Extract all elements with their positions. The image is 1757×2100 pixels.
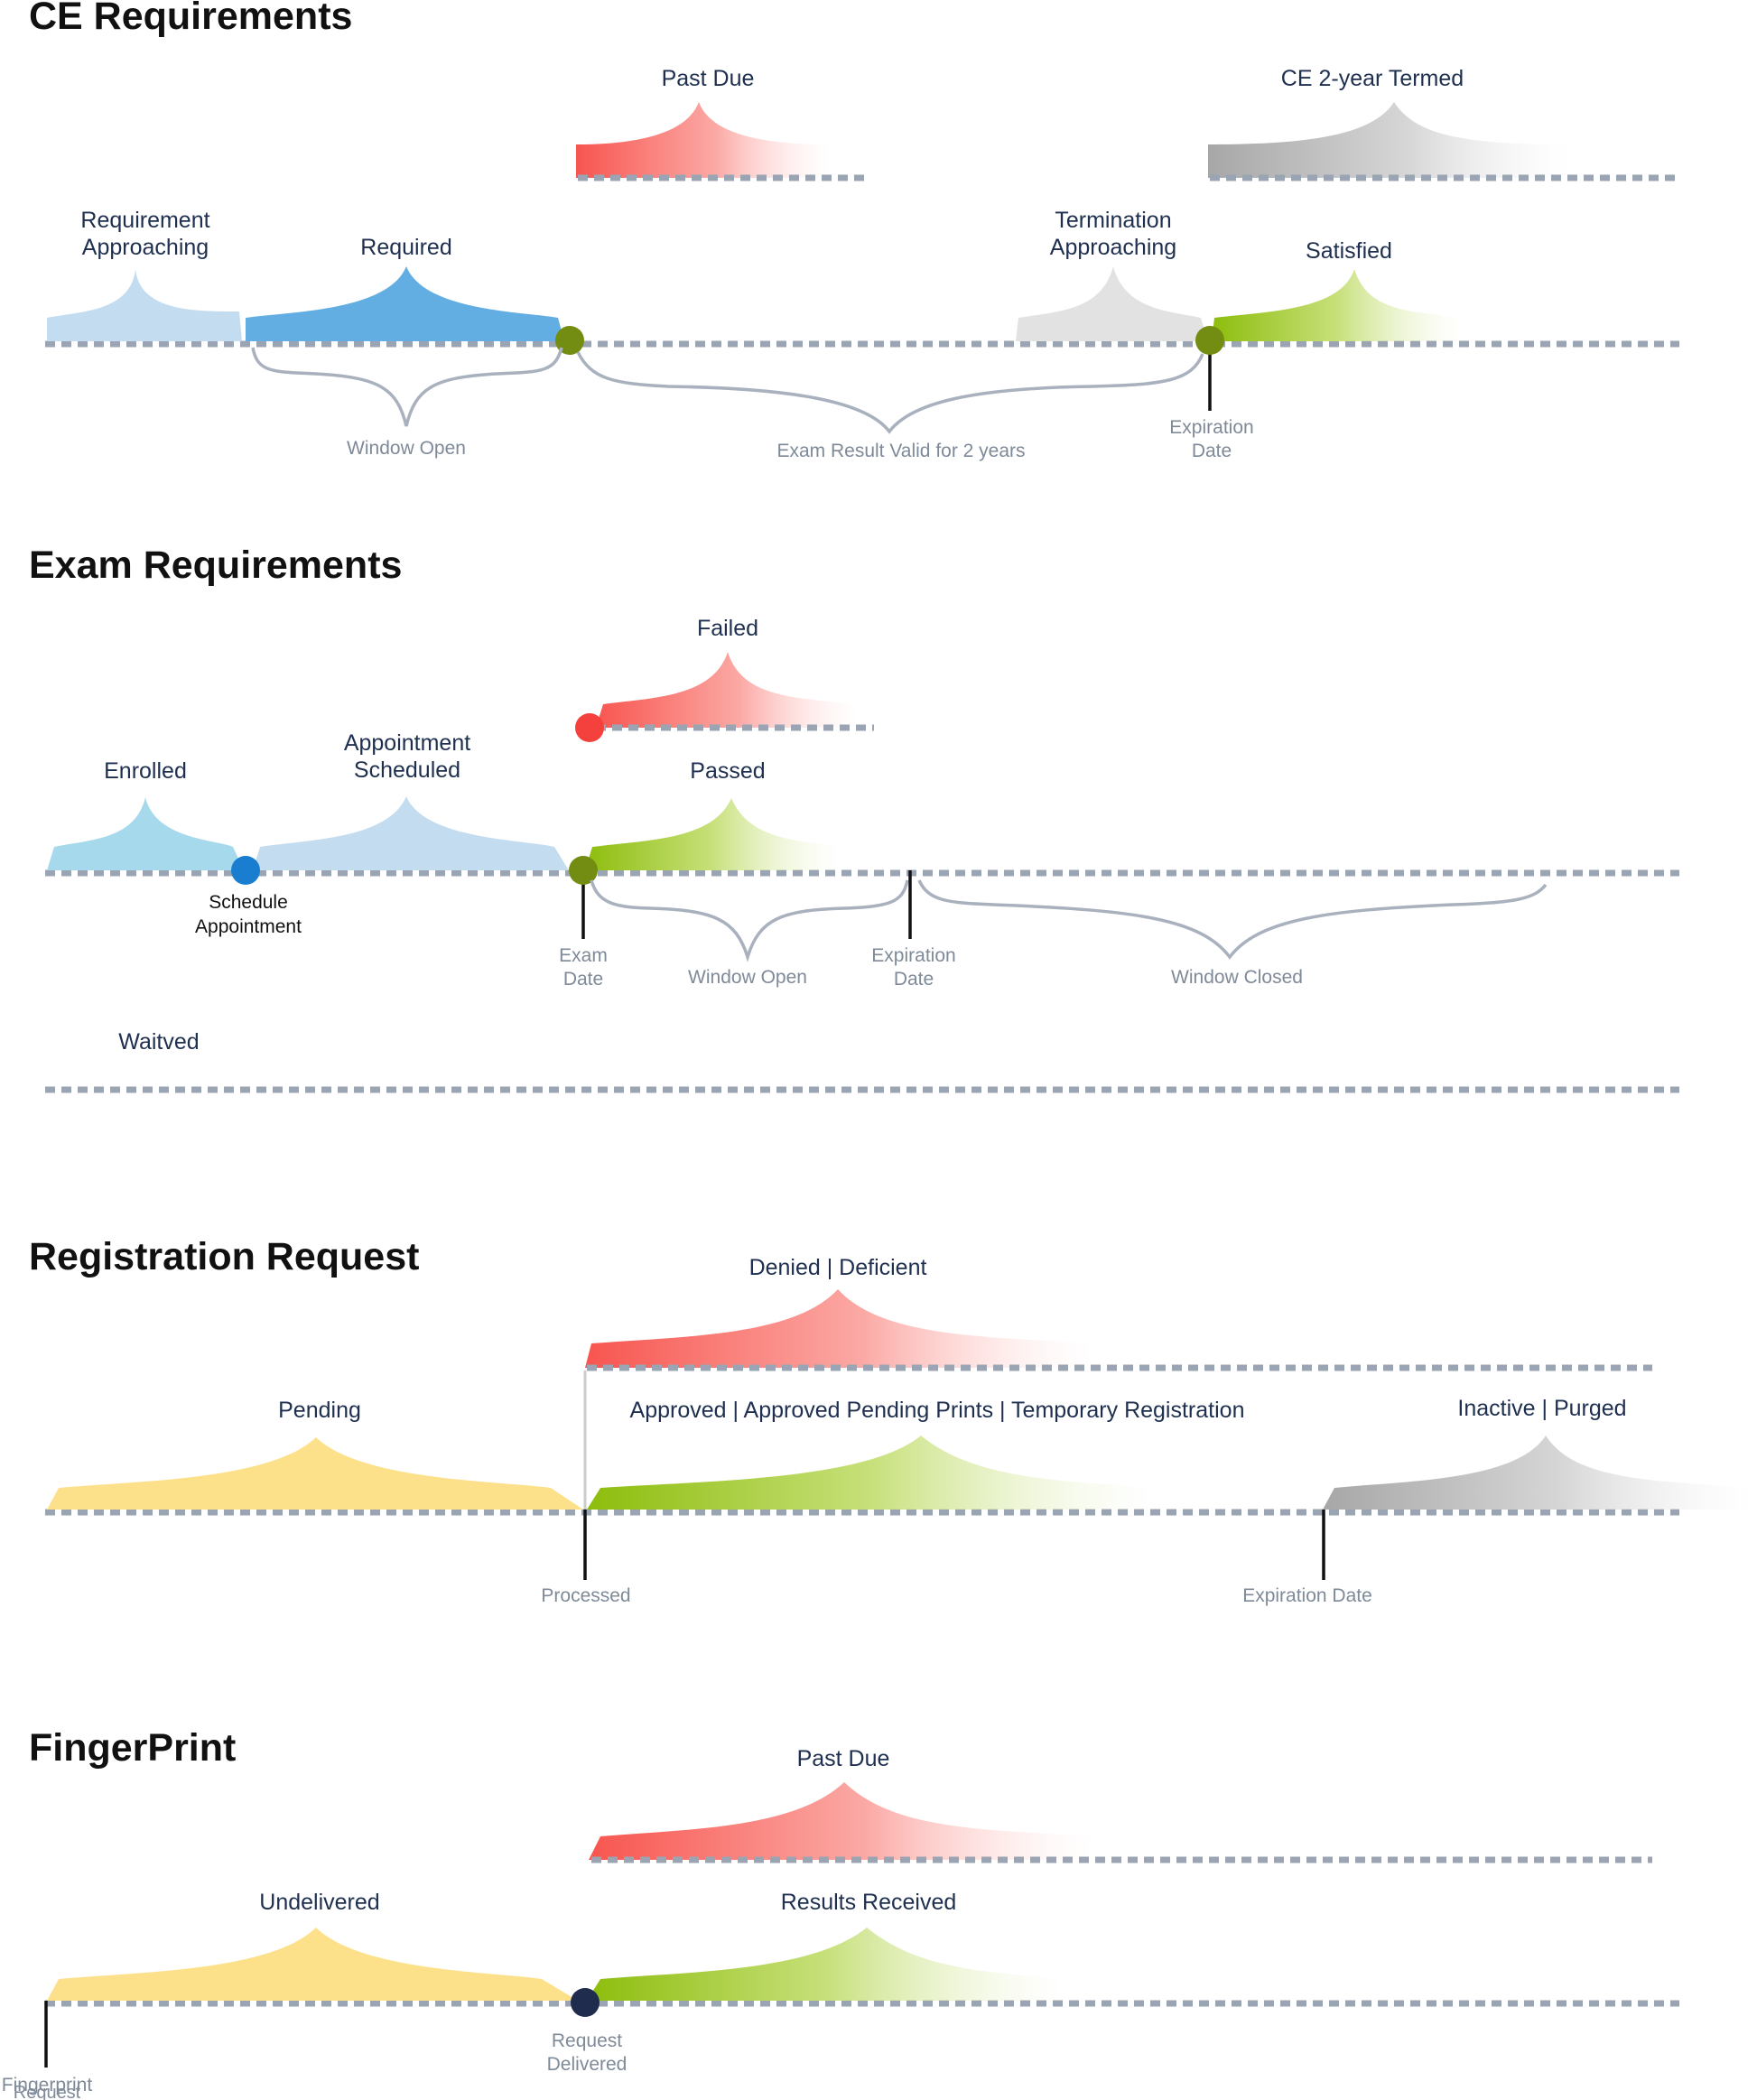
exam-expiration-label-1: Expiration [871, 945, 955, 966]
ce-past-due-state: Past Due [576, 66, 867, 181]
exam-schedule-label-1: Schedule [209, 892, 288, 913]
ce-required-state: Required [246, 235, 564, 341]
exam-passed-label: Passed [690, 758, 765, 784]
exam-appt-label-1: Appointment [344, 730, 470, 756]
ce-window-open-label: Window Open [347, 438, 466, 459]
exam-window-closed-brace [917, 879, 1548, 960]
fp-request-delivered-label-1: Request [552, 2030, 622, 2051]
exam-failed-node [575, 713, 604, 742]
exam-enrolled-state: Enrolled [47, 758, 244, 870]
reg-pending-state: Pending [47, 1398, 583, 1510]
exam-appointment-state: Appointment Scheduled [253, 730, 569, 870]
reg-denied-state: Denied | Deficient [585, 1255, 1652, 1371]
ce-term-approaching-label-1: Termination [1055, 208, 1171, 233]
fp-request-label-1: Fingerprint [2, 2075, 93, 2095]
exam-waived-state: Waitved [45, 1029, 1679, 1093]
reg-inactive-state: Inactive | Purged [1323, 1396, 1755, 1510]
fp-request-delivered-label-2: Delivered [547, 2054, 628, 2075]
reg-pending-label: Pending [278, 1398, 361, 1423]
ce-exam-node [555, 326, 584, 355]
reg-expiration-label: Expiration Date [1242, 1585, 1372, 1606]
ce-termed-state: CE 2-year Termed [1208, 66, 1679, 181]
ce-requirement-approaching-state: Requirement Approaching [47, 208, 242, 341]
exam-schedule-node [231, 856, 260, 885]
ce-exam-valid-brace [576, 351, 1204, 434]
exam-date-node [569, 856, 598, 885]
fp-undelivered-label: Undelivered [259, 1890, 379, 1915]
ce-required-label: Required [360, 235, 451, 260]
fp-results-label: Results Received [781, 1890, 957, 1915]
ce-past-due-label: Past Due [662, 66, 755, 91]
section-title-exam: Exam Requirements [29, 544, 402, 587]
exam-date-label-1: Exam [559, 945, 608, 966]
exam-date-label-2: Date [563, 969, 603, 990]
ce-term-approaching-label-2: Approaching [1050, 235, 1176, 260]
reg-approved-state: Approved | Approved Pending Prints | Tem… [587, 1398, 1244, 1510]
exam-window-open-label: Window Open [688, 967, 807, 988]
ce-req-approaching-label-2: Approaching [82, 235, 209, 260]
fp-request-delivered-node [571, 1988, 600, 2017]
ce-expiration-node [1195, 326, 1224, 355]
fp-results-state: Results Received [587, 1890, 1065, 2001]
ce-expiration-label-2: Date [1192, 441, 1232, 461]
section-title-ce: CE Requirements [29, 0, 352, 38]
ce-termination-approaching-state: Termination Approaching [1016, 208, 1208, 341]
fp-undelivered-state: Undelivered [47, 1890, 578, 2001]
reg-approved-label: Approved | Approved Pending Prints | Tem… [630, 1398, 1245, 1423]
exam-expiration-label-2: Date [894, 969, 934, 990]
reg-denied-label: Denied | Deficient [749, 1255, 927, 1280]
reg-processed-label: Processed [541, 1585, 630, 1606]
section-title-fingerprint: FingerPrint [29, 1726, 236, 1770]
exam-failed-state: Failed [575, 616, 874, 742]
exam-failed-label: Failed [697, 616, 758, 641]
exam-passed-state: Passed [585, 758, 840, 870]
fp-past-due-state: Past Due [589, 1746, 1652, 1863]
exam-window-closed-label: Window Closed [1171, 967, 1303, 988]
fp-request-label-2: Request [14, 2083, 81, 2100]
exam-waived-label: Waitved [118, 1029, 199, 1055]
ce-satisfied-label: Satisfied [1306, 238, 1392, 264]
fp-past-due-label: Past Due [797, 1746, 890, 1771]
exam-enrolled-label: Enrolled [104, 758, 187, 784]
exam-schedule-label-2: Appointment [195, 916, 302, 937]
ce-satisfied-state: Satisfied [1212, 238, 1463, 341]
ce-termed-label: CE 2-year Termed [1281, 66, 1464, 91]
exam-appt-label-2: Scheduled [354, 757, 460, 783]
exam-window-open-brace [590, 879, 909, 962]
ce-exam-valid-label: Exam Result Valid for 2 years [776, 441, 1025, 461]
reg-inactive-label: Inactive | Purged [1457, 1396, 1626, 1421]
ce-expiration-label-1: Expiration [1169, 417, 1253, 438]
ce-window-open-brace [251, 347, 563, 427]
section-title-registration: Registration Request [29, 1235, 419, 1278]
ce-req-approaching-label-1: Requirement [80, 208, 209, 233]
